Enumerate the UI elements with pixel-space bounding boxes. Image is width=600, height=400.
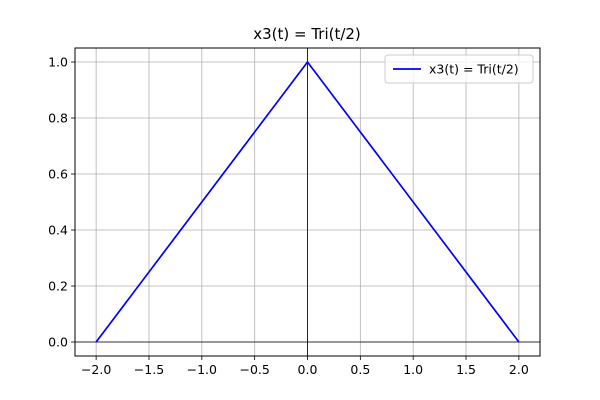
y-tick-label: 0.6 [48, 167, 68, 182]
series-line-0 [95, 61, 520, 343]
x-axis-ticks: −2.0 −1.5 −1.0 −0.5 0.0 0.5 1.0 1.5 2.0 [81, 356, 529, 377]
y-tick-label: 0.8 [48, 111, 68, 126]
y-axis-ticks: 0.0 0.2 0.4 0.6 0.8 1.0 [48, 55, 75, 350]
series-layer [95, 61, 520, 343]
y-tick-label: 0.0 [48, 335, 68, 350]
x-tick-label: 1.5 [456, 362, 476, 377]
zero-axis-lines [75, 48, 540, 356]
x-tick-label: 0.0 [298, 362, 318, 377]
y-tick-label: 1.0 [48, 55, 68, 70]
chart-title: x3(t) = Tri(t/2) [253, 25, 361, 43]
x-tick-label: −0.5 [239, 362, 269, 377]
x-tick-label: −1.0 [187, 362, 217, 377]
legend-box [384, 54, 534, 84]
x-tick-label: −1.5 [134, 362, 164, 377]
x-tick-label: 0.5 [350, 362, 370, 377]
x-tick-label: 1.0 [403, 362, 423, 377]
y-tick-label: 0.4 [48, 223, 68, 238]
legend: x3(t) = Tri(t/2) [384, 54, 534, 84]
x-tick-label: −2.0 [81, 362, 111, 377]
legend-label: x3(t) = Tri(t/2) [429, 62, 519, 77]
x-tick-label: 2.0 [509, 362, 529, 377]
y-tick-label: 0.2 [48, 279, 68, 294]
